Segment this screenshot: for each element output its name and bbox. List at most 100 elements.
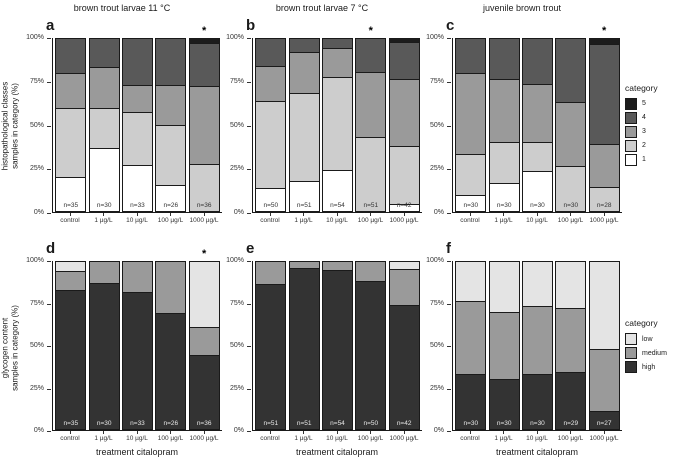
- bar-segment-low: [521, 261, 553, 307]
- x-tick-label: 10 µg/L: [526, 217, 548, 224]
- stacked-bar: n=36 *: [188, 25, 220, 212]
- bar-segment-3: [355, 72, 387, 138]
- legend-item-label: medium: [642, 349, 667, 357]
- bar-segment-4: [55, 38, 87, 73]
- x-tick: control: [255, 431, 286, 447]
- y-tick-label: 25%: [229, 384, 244, 392]
- y-tick-mark: [447, 303, 451, 305]
- panel-e: e 100% 75% 50% 25% 0% n=51 n=51 n=54 n=50 n=42 cont…: [222, 231, 422, 461]
- panel-letter: c: [446, 17, 455, 34]
- bar-segment-3: [488, 78, 520, 143]
- x-tick-mark: [403, 213, 405, 216]
- panel-letter: f: [446, 240, 451, 257]
- bar-segment-2: [521, 142, 553, 172]
- bar-segment-2: [121, 111, 153, 165]
- stacked-bar: n=33: [121, 38, 153, 212]
- bar-segment-3: [121, 85, 153, 112]
- x-tick-mark: [170, 431, 171, 434]
- x-tick-mark: [170, 213, 171, 216]
- significance-star: *: [368, 25, 373, 37]
- y-axis-ticks: 100% 75% 50% 25% 0%: [222, 34, 252, 216]
- stacked-bar: n=54: [321, 38, 353, 212]
- y-tick-mark: [47, 81, 51, 83]
- bar-segment-3: [188, 86, 220, 164]
- y-axis-title-line: samples in category (%): [11, 83, 20, 169]
- x-tick-label: 1000 µg/L: [589, 217, 619, 224]
- bar-segment-4: [121, 38, 153, 86]
- row-histopathology: histopathological classes samples in cat…: [1, 3, 685, 231]
- legend-item: 3: [625, 125, 685, 138]
- bar-segment-4: [155, 38, 187, 85]
- bar-segment-medium: [521, 306, 553, 374]
- y-tick-label: 100%: [226, 257, 244, 264]
- bar-segment-high: [321, 270, 353, 430]
- y-axis-ticks: 100% 75% 50% 25% 0%: [22, 257, 52, 434]
- bar-segment-1: [321, 170, 353, 212]
- x-tick: 10 µg/L: [122, 213, 153, 231]
- bar-segment-high: [255, 284, 287, 430]
- bar-segment-4: [455, 38, 487, 73]
- x-tick: 1 µg/L: [288, 431, 319, 447]
- legend-item-label: 4: [642, 114, 646, 121]
- x-tick-label: control: [260, 217, 280, 224]
- bar-segment-high: [188, 354, 220, 430]
- y-tick-label: 25%: [29, 165, 44, 173]
- panel-title: brown trout larvae 11 °C: [73, 3, 171, 13]
- plot-area: n=50 n=51 n=54 n=51 * n=42: [252, 25, 422, 213]
- y-tick-label: 50%: [429, 342, 444, 349]
- panel-letter: e: [246, 240, 255, 257]
- x-tick-label: 10 µg/L: [126, 435, 148, 442]
- x-tick-label: 1000 µg/L: [389, 435, 419, 442]
- y-axis-title-top: histopathological classes samples in cat…: [1, 26, 22, 226]
- x-tick: 100 µg/L: [555, 431, 586, 447]
- y-tick-mark: [447, 81, 451, 83]
- y-tick-label: 75%: [29, 77, 44, 85]
- x-tick: control: [55, 431, 86, 447]
- y-tick-mark: [247, 125, 251, 127]
- stacked-bar: n=51 *: [355, 25, 387, 212]
- y-tick-mark: [47, 388, 51, 390]
- x-tick-mark: [469, 213, 471, 216]
- y-tick-mark: [47, 213, 51, 214]
- x-axis-ticks: control 1 µg/L 10 µg/L 100 µg/L 1000 µg/L: [22, 431, 222, 447]
- bar-segment-3: [321, 47, 353, 77]
- stacked-bar: n=30: [88, 261, 120, 430]
- y-tick-label: 0%: [233, 427, 244, 434]
- plot-area: n=30 n=30 n=30 n=29 n=27: [452, 261, 622, 431]
- y-tick-label: 75%: [229, 77, 244, 85]
- x-tick-label: 10 µg/L: [326, 435, 348, 442]
- bar-segment-medium: [55, 270, 87, 290]
- x-tick-mark: [303, 431, 304, 434]
- y-tick-mark: [247, 81, 251, 83]
- legend-title: category: [625, 318, 658, 328]
- plot-area: n=30 n=30 n=30 n=30 n=28 *: [452, 25, 622, 213]
- panel-spacer: [22, 231, 222, 239]
- bar-segment-high: [521, 373, 553, 430]
- y-tick-mark: [247, 213, 251, 214]
- legend-item-label: 1: [642, 156, 646, 163]
- bar-segment-1: [488, 182, 520, 212]
- x-tick: 10 µg/L: [522, 431, 553, 447]
- y-tick-mark: [47, 169, 51, 171]
- bar-segment-4: [288, 38, 320, 52]
- panel-letter: a: [46, 17, 55, 34]
- bar-segment-1: [121, 164, 153, 212]
- legend-swatch: [625, 361, 637, 373]
- x-axis-ticks: control 1 µg/L 10 µg/L 100 µg/L 1000 µg/L: [422, 431, 622, 447]
- legend-swatch: [625, 153, 637, 166]
- bar-segment-3: [155, 84, 187, 126]
- y-tick-mark: [447, 169, 451, 171]
- legend-swatch: [625, 347, 637, 359]
- bar-segment-2: [288, 92, 320, 182]
- x-tick-mark: [269, 431, 271, 434]
- y-tick-label: 0%: [433, 427, 444, 434]
- legend-swatch: [625, 139, 637, 152]
- legend-item-label: 2: [642, 142, 646, 149]
- y-tick-mark: [247, 431, 251, 432]
- y-tick-label: 0%: [33, 209, 44, 216]
- x-tick: 100 µg/L: [555, 213, 586, 231]
- x-tick: 100 µg/L: [155, 213, 186, 231]
- x-tick-label: control: [460, 435, 480, 442]
- stacked-bar: n=30: [521, 38, 553, 212]
- x-axis-title: treatment citalopram: [95, 447, 179, 457]
